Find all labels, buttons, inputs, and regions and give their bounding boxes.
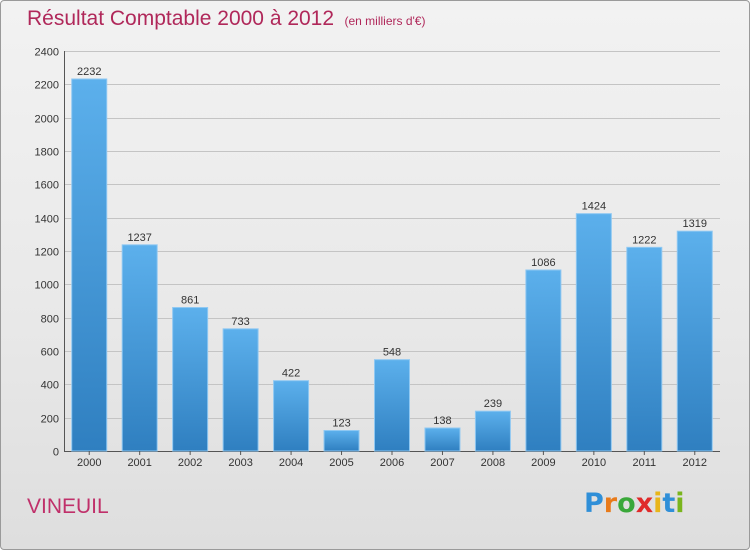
bar bbox=[71, 78, 108, 452]
y-tick-label: 1400 bbox=[35, 214, 59, 226]
bar-value-label: 1319 bbox=[683, 218, 707, 230]
bar bbox=[525, 269, 562, 452]
y-tick-label: 2200 bbox=[35, 80, 59, 92]
proxiti-logo: Proxiti bbox=[584, 488, 685, 519]
bar-value-label: 548 bbox=[383, 347, 401, 359]
x-tick-label: 2001 bbox=[127, 457, 151, 469]
bar bbox=[575, 213, 612, 452]
bar-value-label: 1424 bbox=[582, 201, 606, 213]
logo-letter: o bbox=[617, 488, 636, 519]
y-tick-label: 2000 bbox=[35, 114, 59, 126]
bar-value-label: 1237 bbox=[127, 232, 151, 244]
y-tick-label: 200 bbox=[41, 414, 59, 426]
chart-title-main: Résultat Comptable 2000 à 2012 bbox=[27, 7, 335, 30]
bar bbox=[424, 427, 461, 452]
x-tick-label: 2008 bbox=[481, 457, 505, 469]
logo-letter: i bbox=[675, 488, 685, 519]
x-tick-label: 2011 bbox=[632, 457, 656, 469]
x-tick-label: 2004 bbox=[279, 457, 303, 469]
y-tick-label: 1200 bbox=[35, 247, 59, 259]
x-tick-label: 2002 bbox=[178, 457, 202, 469]
bar-value-label: 861 bbox=[181, 295, 199, 307]
y-tick-label: 1600 bbox=[35, 180, 59, 192]
bar bbox=[121, 244, 158, 452]
x-tick-label: 2012 bbox=[683, 457, 707, 469]
chart-title: Résultat Comptable 2000 à 2012 (en milli… bbox=[27, 7, 425, 31]
bar bbox=[172, 307, 209, 452]
bar-value-label: 422 bbox=[282, 368, 300, 380]
x-tick-label: 2000 bbox=[77, 457, 101, 469]
y-tick-label: 800 bbox=[41, 314, 59, 326]
x-tick-label: 2003 bbox=[228, 457, 252, 469]
bar bbox=[676, 230, 713, 452]
x-tick-label: 2010 bbox=[582, 457, 606, 469]
bar-value-label: 138 bbox=[433, 415, 451, 427]
bar bbox=[323, 430, 360, 452]
y-tick-label: 400 bbox=[41, 380, 59, 392]
y-tick-label: 600 bbox=[41, 347, 59, 359]
x-tick-label: 2005 bbox=[329, 457, 353, 469]
bar-value-label: 1222 bbox=[632, 234, 656, 246]
commune-name: VINEUIL bbox=[27, 495, 109, 518]
bar bbox=[273, 380, 310, 452]
logo-letter: i bbox=[653, 488, 663, 519]
logo-letter: r bbox=[603, 488, 618, 519]
bar-value-label: 733 bbox=[231, 316, 249, 328]
bar bbox=[374, 359, 410, 452]
bar bbox=[626, 246, 663, 452]
y-tick-label: 0 bbox=[53, 447, 59, 459]
y-tick-label: 1000 bbox=[35, 280, 59, 292]
x-tick-label: 2006 bbox=[380, 457, 404, 469]
logo-letter: x bbox=[635, 488, 654, 519]
x-tick-label: 2007 bbox=[430, 457, 454, 469]
bar-value-label: 123 bbox=[332, 418, 350, 430]
bar-value-label: 239 bbox=[484, 398, 502, 410]
bar-value-label: 1086 bbox=[531, 257, 555, 269]
y-tick-label: 2400 bbox=[35, 47, 59, 59]
bar-value-label: 2232 bbox=[77, 66, 101, 78]
chart-title-unit: (en milliers d'€) bbox=[344, 14, 426, 28]
bar bbox=[222, 328, 259, 452]
bar bbox=[474, 410, 511, 452]
x-tick-label: 2009 bbox=[531, 457, 555, 469]
logo-letter: P bbox=[584, 488, 604, 519]
y-tick-label: 1800 bbox=[35, 147, 59, 159]
logo-letter: t bbox=[662, 488, 676, 519]
